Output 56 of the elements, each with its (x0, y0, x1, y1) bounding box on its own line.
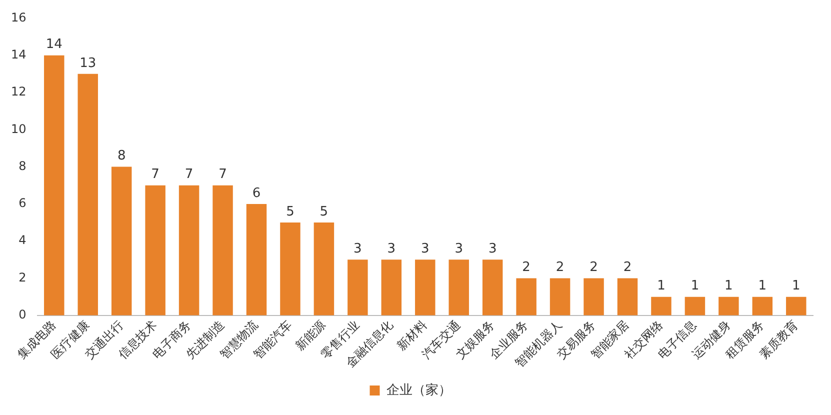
data-label: 5 (320, 204, 328, 220)
bar (752, 296, 773, 316)
bar (44, 55, 64, 316)
data-label: 3 (420, 242, 430, 257)
data-label: 2 (522, 260, 530, 276)
bar (651, 296, 672, 316)
data-label: 1 (758, 278, 767, 294)
data-label: 2 (556, 260, 564, 276)
data-label: 6 (252, 186, 261, 201)
bar (482, 260, 503, 316)
bar (550, 278, 570, 316)
bar (617, 278, 638, 316)
data-label: 2 (623, 260, 632, 276)
data-label: 3 (488, 242, 497, 257)
y-tick-label: 14 (10, 47, 26, 62)
bar (718, 296, 739, 316)
bar (280, 222, 300, 316)
bar (111, 166, 132, 316)
data-label: 1 (657, 278, 666, 294)
bar (348, 260, 368, 316)
data-label: 7 (184, 167, 194, 182)
data-label: 14 (46, 37, 62, 52)
data-label: 3 (354, 242, 362, 257)
data-label: 5 (286, 204, 294, 220)
y-tick-label: 4 (18, 233, 26, 248)
y-tick-label: 12 (10, 84, 26, 99)
bar (212, 185, 233, 316)
bar (415, 260, 436, 316)
data-label: 2 (590, 260, 598, 276)
bar (684, 296, 706, 316)
y-tick-label: 6 (18, 196, 26, 210)
bar (584, 278, 604, 316)
bar (178, 185, 200, 316)
y-tick-label: 10 (10, 122, 26, 136)
bar (448, 260, 469, 316)
y-tick-label: 8 (18, 158, 26, 173)
y-tick-label: 16 (10, 10, 26, 24)
legend-label: 企业（家） (386, 382, 452, 398)
y-tick-label: 0 (18, 308, 26, 322)
bar (246, 204, 267, 316)
bar (381, 260, 402, 316)
data-label: 13 (80, 56, 96, 71)
data-label: 1 (724, 278, 733, 294)
data-label: 1 (690, 278, 700, 294)
data-label: 8 (117, 148, 126, 164)
y-tick-label: 2 (18, 270, 26, 284)
data-label: 7 (151, 167, 160, 182)
bar (78, 74, 98, 316)
bar (516, 278, 536, 316)
bar (786, 296, 806, 316)
data-label: 7 (218, 167, 227, 182)
bar (314, 222, 334, 316)
data-label: 3 (454, 242, 464, 257)
data-label: 3 (387, 242, 396, 257)
data-label: 1 (792, 278, 800, 294)
bar (145, 185, 166, 316)
